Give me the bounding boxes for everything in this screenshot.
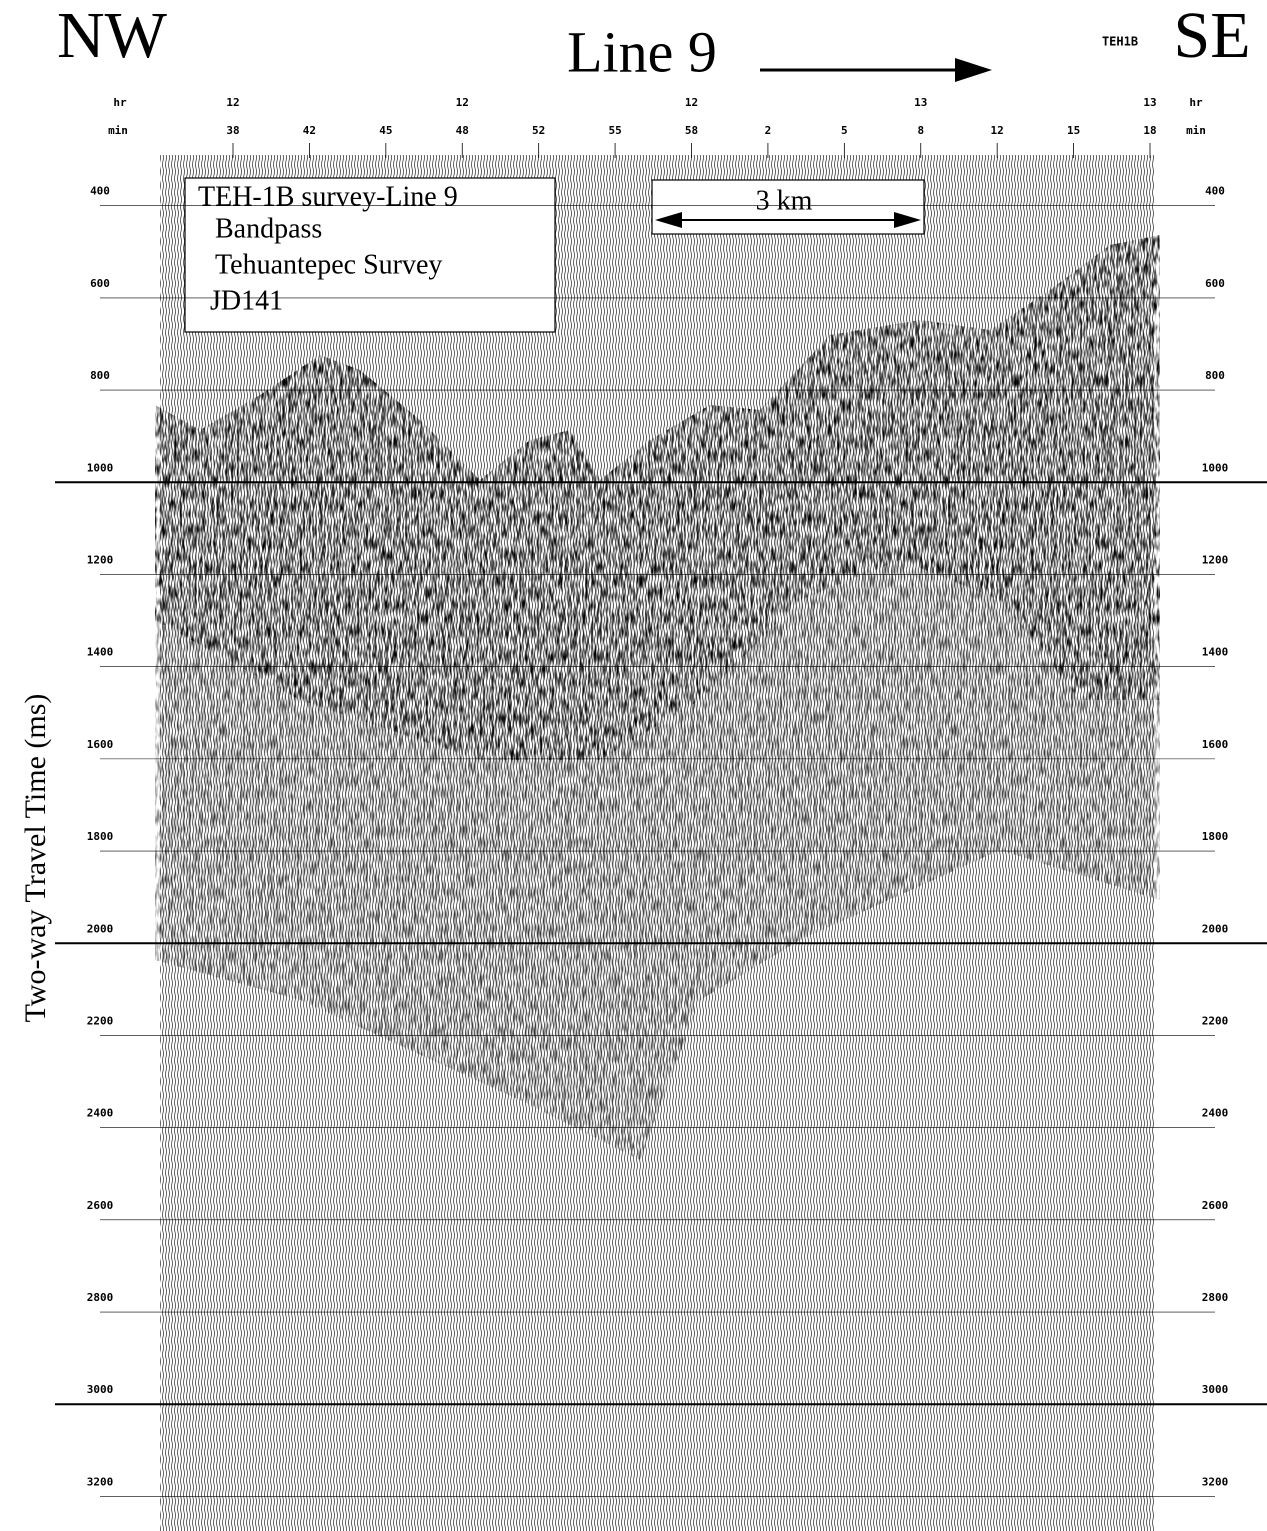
box-frame: [184, 177, 556, 333]
y-tick-label: 2600: [87, 1199, 114, 1212]
y-tick-label: 2800: [87, 1291, 114, 1304]
station: TEH1B: [1102, 35, 1138, 49]
y-tick-label: 1400: [87, 646, 114, 659]
hour-label: 13: [1143, 96, 1156, 109]
y-tick-label-right: 2200: [1202, 1014, 1229, 1027]
y-axis-title: Two-way Travel Time (ms): [19, 694, 52, 1023]
y-tick-label: 3000: [87, 1383, 114, 1396]
y-tick-label-right: 600: [1205, 277, 1225, 290]
y-tick-label: 400: [90, 185, 110, 198]
minute-unit-right: min: [1186, 124, 1206, 137]
scale-arrows: [655, 212, 921, 228]
y-tick-label: 2200: [87, 1014, 114, 1027]
x-tick-label: 48: [456, 124, 469, 137]
y-tick-label: 2000: [87, 922, 114, 935]
x-tick-label: 5: [841, 124, 848, 137]
y-tick-label-right: 400: [1205, 185, 1225, 198]
arrow-head: [955, 58, 992, 82]
y-tick-label-right: 800: [1205, 369, 1225, 382]
y-tick-label-right: 3000: [1202, 1383, 1229, 1396]
hour-label: 13: [914, 96, 927, 109]
x-tick-label: 45: [379, 124, 392, 137]
seismic-section: [155, 155, 1160, 1531]
y-tick-label-right: 2800: [1202, 1291, 1229, 1304]
box-line: JD141: [210, 285, 283, 316]
x-tick-label: 8: [917, 124, 924, 137]
y-tick-label: 1600: [87, 738, 114, 751]
x-tick-label: 52: [532, 124, 545, 137]
x-tick-label: 18: [1143, 124, 1156, 137]
y-tick-label-right: 2000: [1202, 922, 1229, 935]
y-tick-label: 600: [90, 277, 110, 290]
x-tick-label: 38: [226, 124, 239, 137]
y-tick-label: 800: [90, 369, 110, 382]
x-tick-label: 42: [303, 124, 316, 137]
box-line: TEH-1B survey-Line 9: [198, 181, 458, 212]
y-tick-label-right: 3200: [1202, 1475, 1229, 1488]
x-tick-label: 58: [685, 124, 698, 137]
right-label: SE: [1173, 0, 1250, 72]
y-tick-label: 1800: [87, 830, 114, 843]
y-tick-label-right: 2400: [1202, 1107, 1229, 1120]
y-tick-label: 2400: [87, 1107, 114, 1120]
y-tick-label-right: 2600: [1202, 1199, 1229, 1212]
y-tick-label-right: 1600: [1202, 738, 1229, 751]
y-tick-label: 1000: [87, 461, 114, 474]
box-line: Tehuantepec Survey: [215, 249, 442, 280]
hour-label: 12: [226, 96, 239, 109]
scale-bar: 3 km: [651, 179, 925, 235]
y-tick-label-right: 1000: [1202, 461, 1229, 474]
y-tick-label-right: 1800: [1202, 830, 1229, 843]
hour-unit: hr: [113, 96, 127, 109]
hour-label: 12: [685, 96, 698, 109]
scale-frame: [651, 179, 925, 235]
y-tick-label-right: 1200: [1202, 553, 1229, 566]
box-line: Bandpass: [215, 213, 322, 244]
scale-label: 3 km: [756, 185, 813, 216]
x-tick-label: 15: [1067, 124, 1080, 137]
chart-title: Line 9: [567, 19, 717, 84]
minute-unit: min: [108, 124, 128, 137]
x-tick-label: 2: [765, 124, 772, 137]
x-tick-label: 55: [608, 124, 621, 137]
x-tick-label: 12: [991, 124, 1004, 137]
y-tick-label: 3200: [87, 1475, 114, 1488]
y-tick-label-right: 1400: [1202, 646, 1229, 659]
y-tick-label: 1200: [87, 553, 114, 566]
hour-label: 12: [456, 96, 469, 109]
left-label: NW: [57, 0, 168, 72]
hour-unit-right: hr: [1189, 96, 1203, 109]
